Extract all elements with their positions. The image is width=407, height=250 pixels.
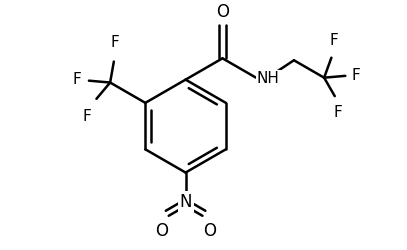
Text: O: O [203,222,216,240]
Text: O: O [155,222,168,240]
Text: O: O [216,2,229,21]
Text: F: F [329,33,338,48]
Text: N: N [179,192,192,210]
Text: F: F [83,109,92,124]
Text: NH: NH [257,71,280,86]
Text: F: F [351,68,360,83]
Text: F: F [111,35,120,50]
Text: F: F [333,105,342,120]
Text: F: F [72,72,81,88]
